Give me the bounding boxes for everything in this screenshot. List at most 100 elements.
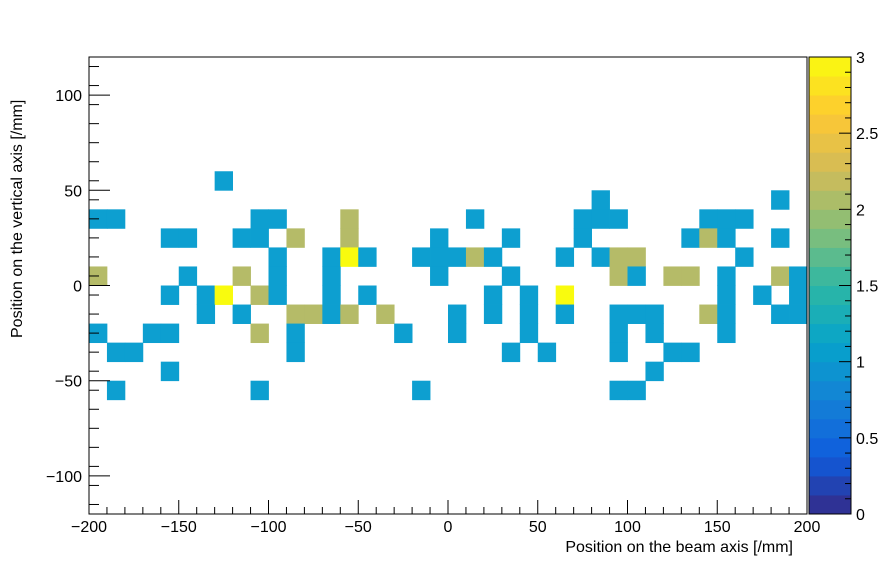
colorbar-band [809, 209, 851, 229]
heatmap-cell [358, 247, 377, 267]
heatmap-cell [519, 304, 539, 324]
heatmap-cell [376, 304, 395, 324]
colorbar-band [809, 475, 851, 496]
heatmap-cell [609, 266, 628, 286]
heatmap-cell [340, 247, 359, 267]
heatmap-cell [537, 342, 557, 363]
heatmap-cell [555, 247, 575, 267]
heatmap-cell [789, 304, 808, 324]
heatmap-cell [609, 323, 628, 344]
y-tick-label: 0 [73, 279, 82, 296]
heatmap-cell [430, 266, 449, 286]
heatmap-cell [448, 247, 467, 267]
y-tick-label: 50 [64, 183, 82, 200]
color-scale: 0 0.5 1 1.5 2 2.5 3 [808, 50, 878, 524]
colorbar-tick-label: 0.5 [856, 431, 878, 448]
heatmap-cell [771, 266, 790, 286]
heatmap-cell [555, 285, 575, 305]
colorbar-tick-label: 1.5 [856, 279, 878, 296]
heatmap-cell [196, 304, 216, 324]
heatmap-cell [412, 380, 431, 401]
heatmap-cell [483, 285, 503, 305]
heatmap-cell [699, 209, 718, 229]
heatmap-cell [250, 323, 269, 344]
colorbar-band [809, 494, 851, 515]
x-tick-label: 100 [614, 519, 641, 536]
heatmap-cell [717, 285, 736, 305]
y-axis-title: Position on the vertical axis [/mm] [9, 100, 26, 338]
heatmap-cell [268, 285, 287, 305]
heatmap-cell [178, 266, 198, 286]
heatmap-cell [645, 304, 664, 324]
heatmap-cell [501, 228, 521, 248]
heatmap-cell [304, 304, 323, 324]
heatmap-cell [412, 247, 431, 267]
heatmap-cell [160, 285, 180, 305]
heatmap-cell [232, 266, 251, 286]
heatmap-cell [268, 247, 287, 267]
heatmap-cell [250, 380, 269, 401]
heatmap-cell [609, 209, 628, 229]
heatmap-cell [340, 304, 359, 324]
colorbar-band [809, 57, 851, 77]
colorbar-band [809, 114, 851, 134]
heatmap-cell [394, 323, 413, 344]
heatmap-cell [717, 228, 736, 248]
heatmap-cell [717, 323, 736, 344]
colorbar-band [809, 380, 851, 401]
heatmap-cell [160, 361, 180, 382]
colorbar-band [809, 171, 851, 191]
heatmap-cell [160, 323, 180, 344]
y-tick-label: 100 [55, 88, 82, 105]
heatmap-cell [448, 304, 467, 324]
heatmap-cell [717, 304, 736, 324]
colorbar-band [809, 152, 851, 172]
y-axis: −100 −50 0 50 100 [46, 66, 110, 505]
heatmap-cell [286, 342, 305, 363]
heatmap-cell [358, 285, 377, 305]
heatmap-cell [591, 190, 610, 210]
heatmap-cell [232, 228, 251, 248]
heatmap-cell [214, 171, 233, 191]
x-tick-label: 150 [704, 519, 731, 536]
heatmap-cell [322, 247, 341, 267]
heatmap-cell [322, 304, 341, 324]
heatmap-cell [232, 304, 251, 324]
heatmap-cell [753, 285, 772, 305]
colorbar-band [809, 76, 851, 96]
heatmap-cell [430, 247, 449, 267]
heatmap-cell [555, 304, 575, 324]
heatmap-cell [178, 228, 198, 248]
heatmap-cell [124, 342, 144, 363]
heatmap-cell [645, 361, 664, 382]
heatmap-cell [609, 380, 628, 401]
heatmap-cell [591, 209, 610, 229]
heatmap-cells [89, 171, 808, 401]
colorbar-band [809, 285, 851, 306]
colorbar-tick-label: 3 [856, 50, 865, 67]
y-tick-label: −100 [46, 469, 82, 486]
heatmap-cell [627, 266, 646, 286]
x-tick-label: 200 [794, 519, 821, 536]
heatmap-cell [340, 228, 359, 248]
heatmap-cell [250, 209, 269, 229]
heatmap-cell [160, 228, 180, 248]
heatmap-cell [286, 323, 305, 344]
heatmap-cell [519, 323, 539, 344]
heatmap-cell [717, 209, 736, 229]
x-tick-label: −100 [250, 519, 286, 536]
x-axis: −200 −150 −100 −50 0 50 100 150 200 [71, 500, 820, 536]
heatmap-cell [106, 342, 126, 363]
heatmap-cell [681, 342, 700, 363]
x-tick-label: 0 [444, 519, 453, 536]
heatmap-cell [699, 228, 718, 248]
x-tick-label: −50 [345, 519, 372, 536]
heatmap-cell [483, 247, 503, 267]
heatmap-cell [663, 342, 682, 363]
heatmap-cell [609, 304, 628, 324]
heatmap-cell [322, 266, 341, 286]
colorbar-band [809, 456, 851, 477]
heatmap-cell [268, 266, 287, 286]
x-tick-label: −200 [71, 519, 107, 536]
colorbar-band [809, 399, 851, 420]
